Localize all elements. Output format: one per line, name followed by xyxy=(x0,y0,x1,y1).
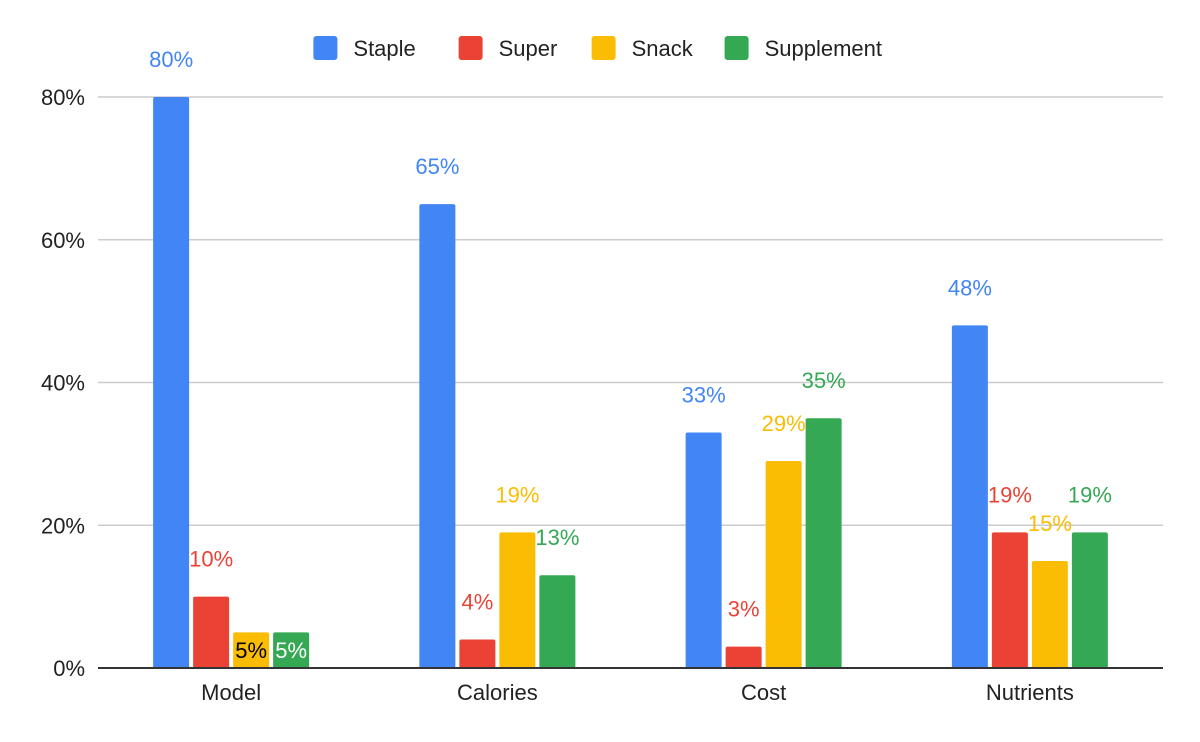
data-label: 19% xyxy=(988,482,1032,507)
data-label: 4% xyxy=(461,589,493,614)
legend: Staple Super Snack Supplement xyxy=(313,36,882,61)
bar-supplement-cost xyxy=(805,418,842,668)
legend-swatch-snack xyxy=(591,36,616,60)
data-label: 19% xyxy=(495,482,539,507)
legend-label-super: Super xyxy=(499,36,558,61)
bar-snack-nutrients xyxy=(1031,560,1068,668)
data-label: 10% xyxy=(189,547,233,572)
bar-snack-calories xyxy=(499,532,536,668)
legend-label-supplement: Supplement xyxy=(765,36,882,61)
y-tick-label: 60% xyxy=(41,228,85,253)
legend-label-staple: Staple xyxy=(353,36,415,61)
bar-snack-model xyxy=(233,632,270,668)
y-tick-label: 0% xyxy=(53,656,85,681)
data-label: 65% xyxy=(415,154,459,179)
gridlines xyxy=(98,96,1163,526)
legend-label-snack: Snack xyxy=(632,36,694,61)
data-label: 35% xyxy=(802,368,846,393)
data-label: 5% xyxy=(275,638,307,663)
legend-swatch-super xyxy=(458,36,483,60)
data-label: 29% xyxy=(762,411,806,436)
bar-super-calories xyxy=(459,639,496,668)
bar-supplement-calories xyxy=(539,575,576,668)
bar-snack-cost xyxy=(765,461,802,668)
y-axis: 0% 20% 40% 60% 80% xyxy=(41,85,85,681)
bar-staple-calories xyxy=(419,204,456,668)
y-tick-label: 80% xyxy=(41,85,85,110)
x-axis: Model Calories Cost Nutrients xyxy=(98,667,1163,705)
bars xyxy=(153,97,1108,668)
x-tick-label: Calories xyxy=(457,680,538,705)
y-tick-label: 40% xyxy=(41,371,85,396)
data-label: 5% xyxy=(235,638,267,663)
data-label: 15% xyxy=(1028,511,1072,536)
legend-swatch-supplement xyxy=(724,36,749,60)
y-tick-label: 20% xyxy=(41,513,85,538)
bar-supplement-nutrients xyxy=(1071,532,1108,668)
data-label: 80% xyxy=(149,47,193,72)
bar-staple-cost xyxy=(685,432,722,668)
data-label: 48% xyxy=(948,275,992,300)
data-label: 33% xyxy=(682,382,726,407)
data-label: 3% xyxy=(728,597,760,622)
x-tick-label: Model xyxy=(201,680,261,705)
data-labels: 80% 10% 5% 5% 65% 4% 19% 13% 33% 3% 29% 35% 48% 19% 15… xyxy=(149,47,1112,663)
legend-swatch-staple xyxy=(313,36,338,60)
bar-super-nutrients xyxy=(991,532,1028,668)
x-tick-label: Nutrients xyxy=(986,680,1074,705)
data-label: 19% xyxy=(1068,482,1112,507)
bar-super-model xyxy=(193,596,230,668)
bar-staple-model xyxy=(153,97,190,668)
data-label: 13% xyxy=(535,525,579,550)
bar-staple-nutrients xyxy=(951,325,988,668)
x-tick-label: Cost xyxy=(741,680,786,705)
bar-super-cost xyxy=(725,646,762,668)
bar-supplement-model xyxy=(273,632,310,668)
